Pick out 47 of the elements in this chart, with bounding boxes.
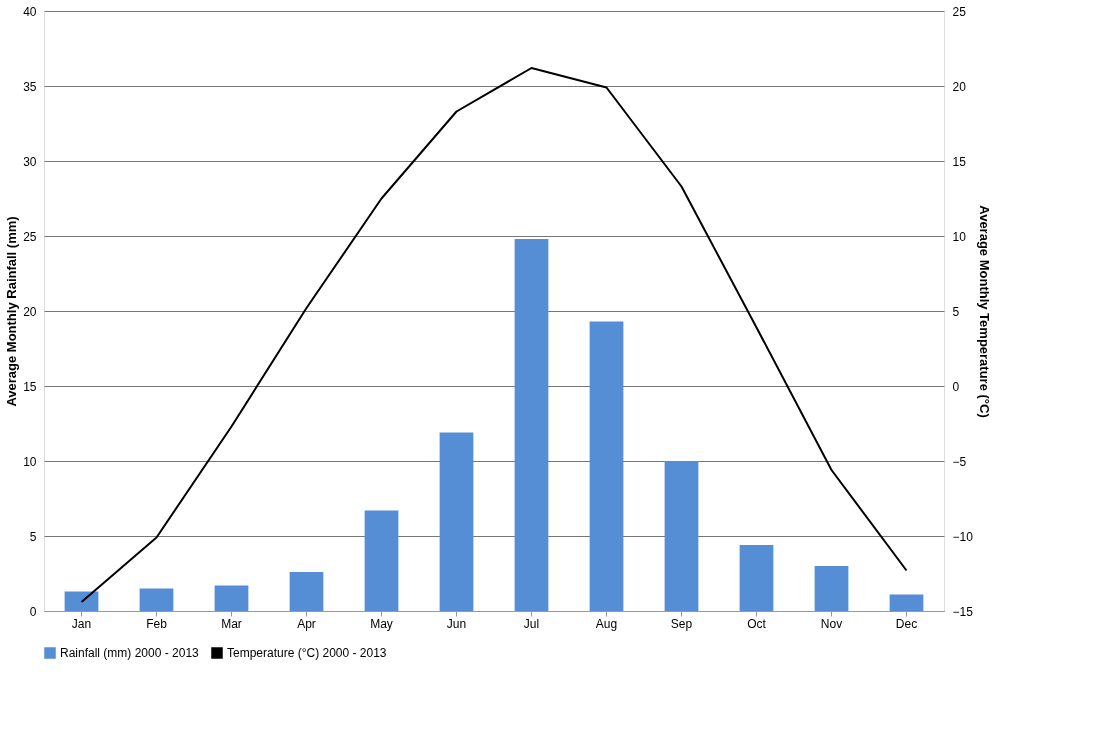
y2-axis-title: Average Monthly Temperature (°C) [976,205,992,418]
y-tick-label: 10 [23,454,37,469]
y-tick-label: 25 [23,229,37,244]
y-axis-title: Average Monthly Rainfall (mm) [4,216,20,407]
bar [139,588,174,611]
y-tick-label: 40 [23,4,37,19]
y-tick-label: 15 [23,379,37,394]
x-tick-label: Jul [523,616,540,631]
x-tick-label: Sep [670,616,693,631]
x-tick-label: Oct [747,616,767,631]
bar [64,591,99,611]
y2-tick-label: −10 [952,529,974,544]
y2-tick-label: 10 [952,229,967,244]
bar [589,321,624,611]
x-tick-label: Feb [146,616,168,631]
y2-tick-label: 0 [952,379,960,394]
bar [439,432,474,611]
x-tick-label: Aug [595,616,618,631]
x-tick-label: May [370,616,393,631]
x-tick-label: Nov [820,616,843,631]
y-tick-label: 0 [29,604,37,619]
y2-tick-label: 25 [952,4,967,19]
x-tick-label: Jun [446,616,467,631]
x-tick-label: Jan [71,616,92,631]
y2-tick-label: 20 [952,79,967,94]
x-tick-label: Dec [895,616,918,631]
bar [289,572,324,611]
y2-tick-label: −15 [952,604,974,619]
bar [664,461,699,611]
y-tick-label: 20 [23,304,37,319]
y2-tick-label: 5 [952,304,960,319]
bar [514,239,549,611]
x-tick-label: Apr [297,616,316,631]
x-tick-label: Mar [221,616,242,631]
y-tick-label: 35 [23,79,37,94]
y2-tick-label: −5 [952,454,967,469]
bar [739,545,774,611]
legend-label: Rainfall (mm) 2000 - 2013 [60,646,200,660]
y-tick-label: 30 [23,154,37,169]
y2-tick-label: 15 [952,154,967,169]
y-tick-label: 5 [29,529,37,544]
bar [214,585,249,611]
bar [364,510,399,611]
bar [889,594,924,611]
line-series [80,67,908,603]
bar [814,566,849,611]
legend-label: Temperature (°C) 2000 - 2013 [227,646,387,660]
